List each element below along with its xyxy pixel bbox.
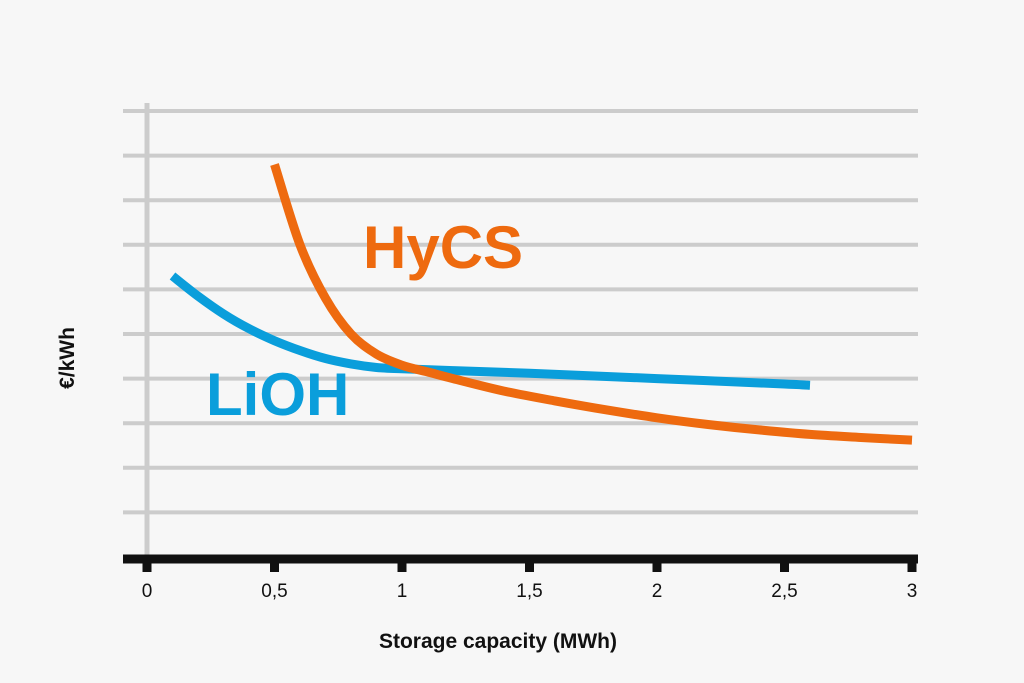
x-tick-label: 0,5: [261, 581, 287, 602]
x-tick-label: 0: [142, 581, 153, 602]
series-label-hycs: HyCS: [363, 214, 523, 281]
y-axis-title: €/kWh: [56, 327, 79, 389]
x-tick-label: 2: [652, 581, 663, 602]
x-tick-label: 2,5: [771, 581, 797, 602]
axes: [123, 103, 918, 572]
series-line-lioh: [169, 272, 811, 390]
series-label-lioh: LiOH: [206, 361, 349, 428]
x-tick-label: 3: [907, 581, 918, 602]
gridlines: [123, 109, 918, 515]
x-tick-label: 1: [397, 581, 408, 602]
series-line-hycs: [270, 163, 913, 445]
x-axis-title: Storage capacity (MWh): [379, 630, 617, 653]
series-lines: [169, 163, 913, 445]
x-tick-label: 1,5: [516, 581, 542, 602]
labels: 0 0,5 1 1,5 2 2,5 3 HyCS LiOH: [142, 214, 918, 602]
